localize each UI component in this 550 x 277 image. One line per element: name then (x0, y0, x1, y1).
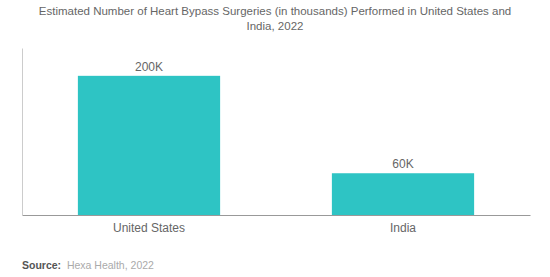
bar (78, 76, 220, 215)
data-label: 200K (135, 60, 163, 74)
title-line: Estimated Number of Heart Bypass Surgeri… (39, 5, 511, 17)
x-axis: United States India (23, 215, 531, 235)
annotation: Source: (22, 259, 61, 271)
title-line: India, 2022 (247, 20, 304, 32)
x-tick-label: India (390, 221, 416, 235)
annotation: Hexa Health, 2022 (61, 259, 154, 271)
x-axis-line (23, 215, 531, 216)
chart: Estimated Number of Heart Bypass Surgeri… (0, 0, 550, 277)
x-tick: United States (113, 215, 185, 235)
bar (332, 173, 474, 215)
data-labels: 200K 60K (135, 60, 414, 171)
data-label: 60K (392, 157, 413, 171)
plot: 200K 60K United States India (23, 49, 531, 235)
x-tick: India (390, 215, 416, 235)
y-axis-line (22, 49, 23, 216)
source: Source: Hexa Health, 2022 (22, 259, 154, 271)
x-tick-label: United States (113, 221, 185, 235)
bars (78, 76, 474, 215)
y-axis (22, 49, 23, 216)
title: Estimated Number of Heart Bypass Surgeri… (39, 5, 511, 32)
